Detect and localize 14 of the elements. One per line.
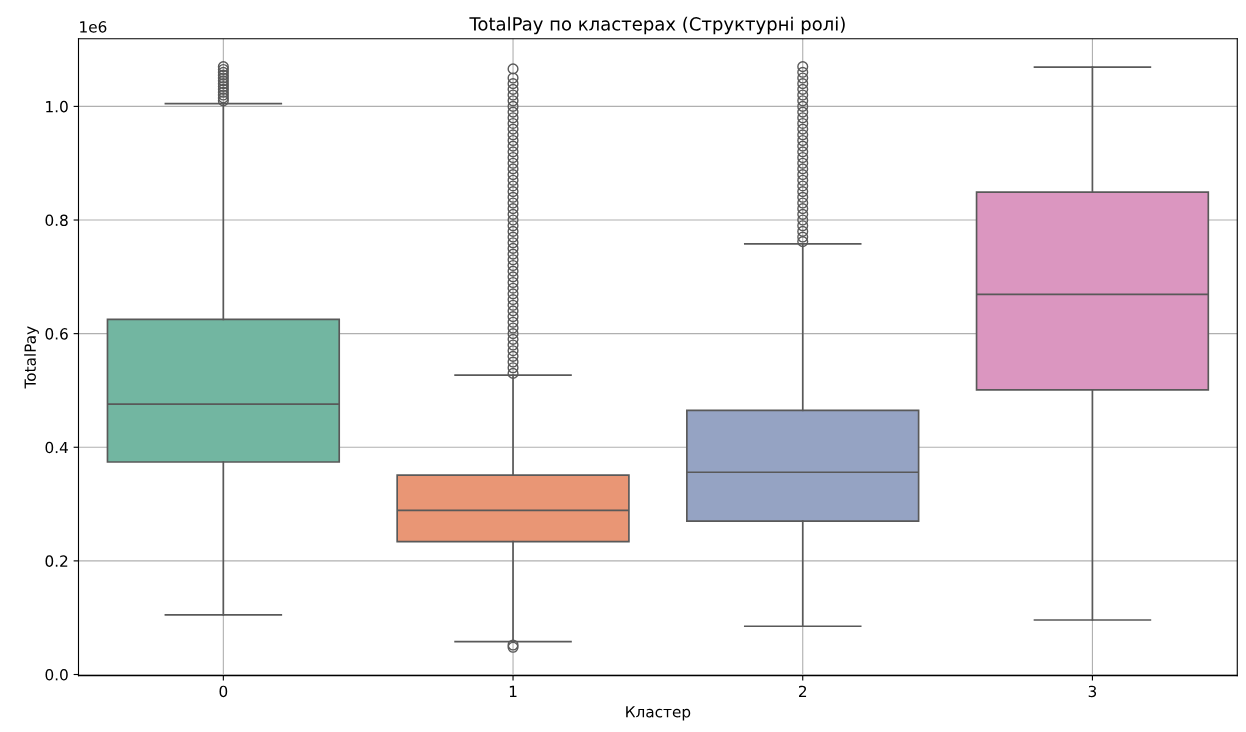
text: 1e6 (80, 21, 107, 33)
x-tick-label: 2 (798, 685, 807, 697)
x-tick-label: 3 (1088, 685, 1097, 698)
y-tick-label: 1.0 (46, 100, 68, 113)
x-tick-label: 1 (509, 685, 517, 697)
y-tick-label: 0.6 (45, 328, 68, 340)
x-tick-label: 0 (219, 685, 228, 698)
y-tick-label: 0.8 (45, 214, 68, 227)
x-axis-title: Кластер (626, 706, 691, 721)
y-tick-label: 0.2 (45, 555, 68, 567)
y-tick-label: 0.4 (45, 441, 68, 454)
chart-title: TotalPay по кластерах (Структурні ролі) (469, 16, 845, 35)
y-tick-label: 0.0 (45, 668, 68, 681)
y-axis-title: TotalPay (24, 326, 39, 389)
